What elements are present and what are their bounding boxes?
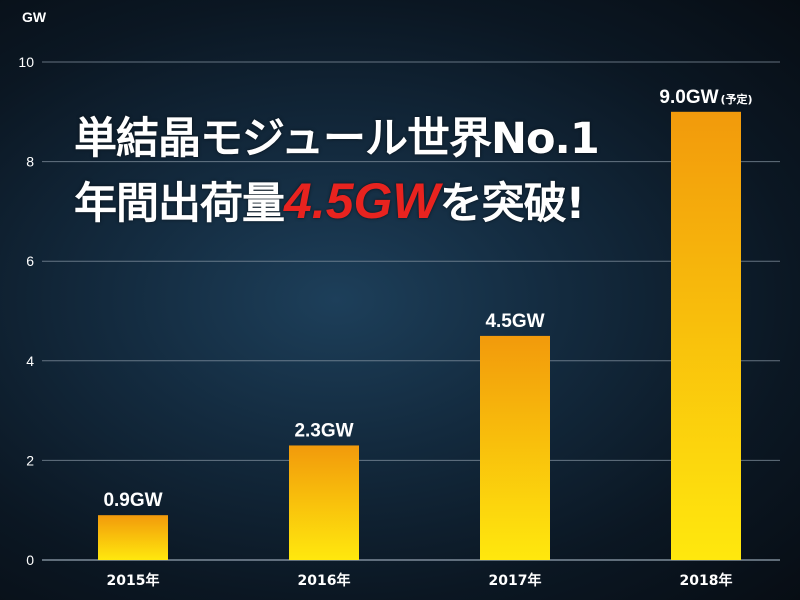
y-axis-unit-label: GW <box>22 9 47 25</box>
y-tick-label: 6 <box>26 253 34 269</box>
bar <box>289 445 359 560</box>
category-label: 2016年 <box>298 572 351 589</box>
category-label: 2018年 <box>680 572 733 589</box>
headline-line-2-prefix: 年間出荷量 <box>74 179 285 229</box>
headline-line-2-suffix: を突破! <box>439 179 586 229</box>
category-label: 2015年 <box>107 572 160 589</box>
y-tick-label: 8 <box>26 154 34 170</box>
data-label-note: (予定) <box>721 92 753 106</box>
x-axis-category-labels: 2015年 2016年 2017年 2018年 <box>107 572 733 589</box>
bar <box>480 335 550 560</box>
bar <box>671 111 741 561</box>
data-label: 9.0GW (予定) <box>659 87 752 108</box>
data-label: 4.5GW <box>485 311 544 332</box>
gridlines <box>42 61 780 561</box>
headline-highlight-figure: 4.5GW <box>284 173 440 229</box>
y-tick-label: 4 <box>26 353 34 369</box>
category-label: 2017年 <box>489 572 542 589</box>
data-label: 2.3GW <box>294 420 353 441</box>
y-tick-label: 0 <box>26 552 34 568</box>
y-axis-tick-labels: 0 2 4 6 8 10 <box>18 54 34 568</box>
headline: 単結晶モジュール世界No.1 年間出荷量4.5GWを突破! <box>74 108 600 235</box>
headline-line-1: 単結晶モジュール世界No.1 <box>74 114 600 164</box>
bars <box>98 111 741 561</box>
y-tick-label: 2 <box>26 452 34 468</box>
data-labels: 0.9GW 2.3GW 4.5GW 9.0GW (予定) <box>103 87 752 511</box>
y-tick-label: 10 <box>18 54 34 70</box>
data-label: 0.9GW <box>103 490 162 511</box>
bar <box>98 515 168 560</box>
headline-line-2: 年間出荷量4.5GWを突破! <box>74 170 599 235</box>
